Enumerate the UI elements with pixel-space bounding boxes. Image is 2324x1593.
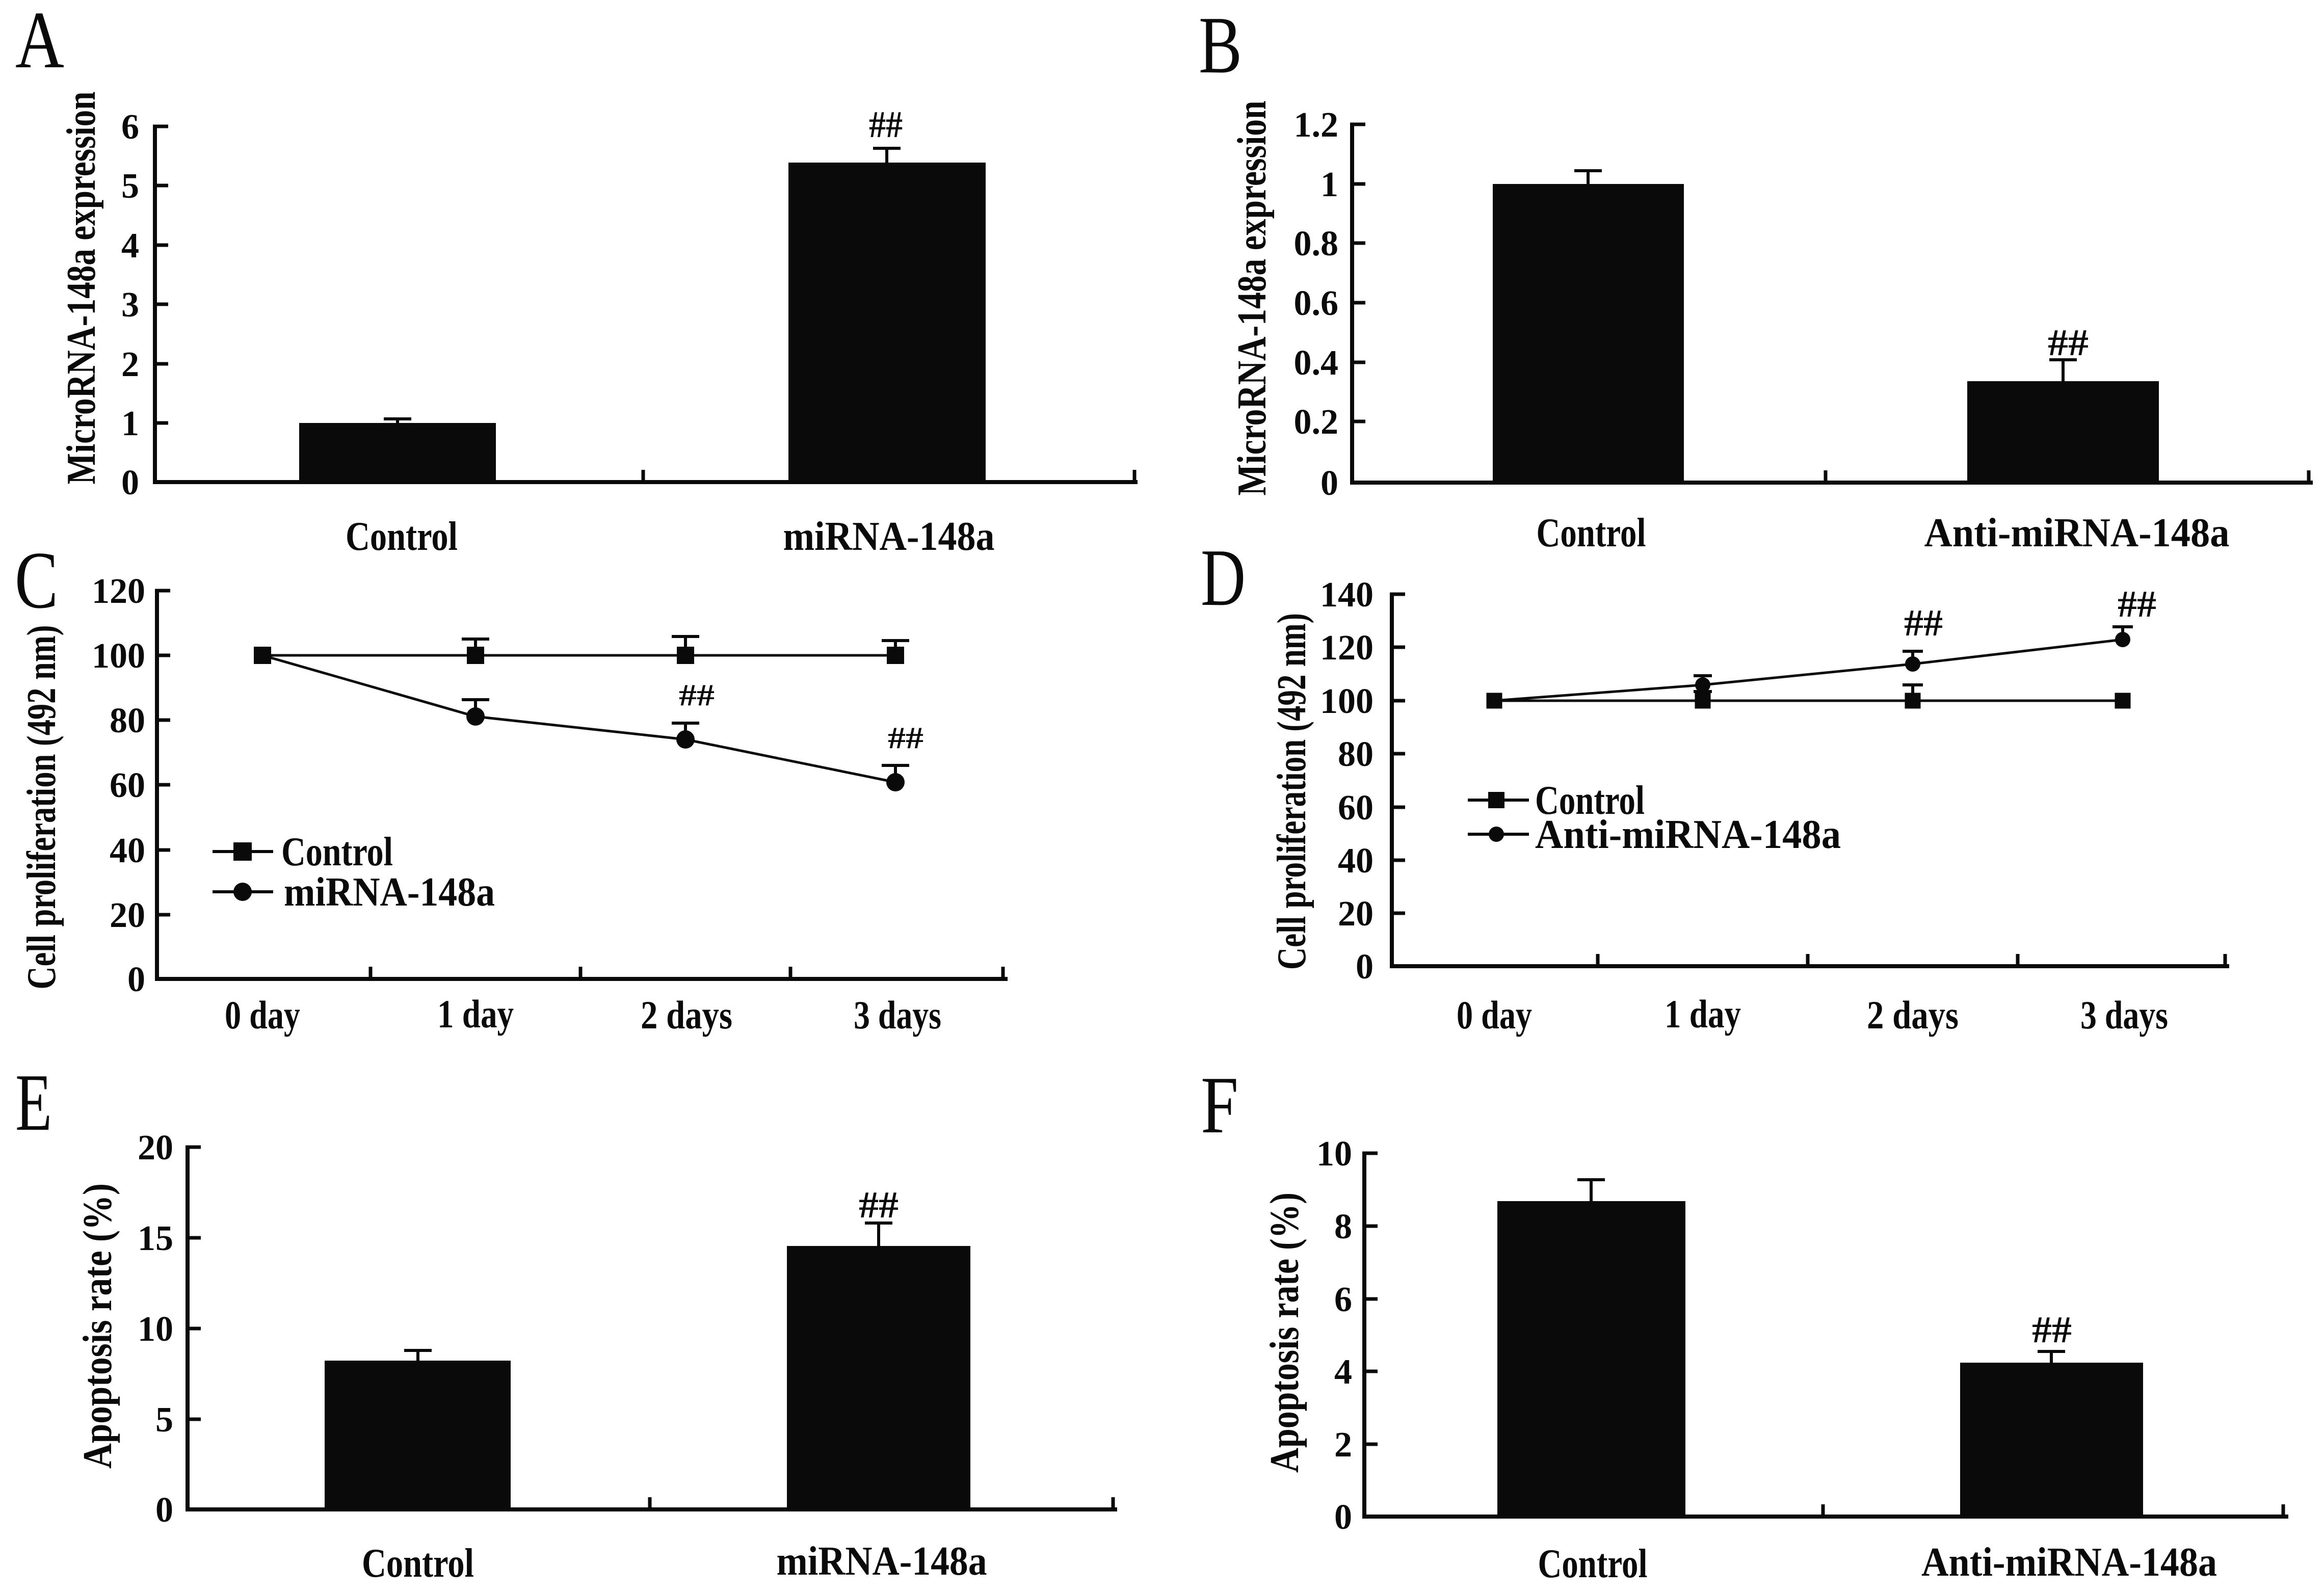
svg-text:80: 80 xyxy=(1338,735,1374,774)
svg-text:0.2: 0.2 xyxy=(1294,403,1339,442)
svg-text:Control: Control xyxy=(346,514,458,559)
svg-text:5: 5 xyxy=(121,167,139,206)
svg-text:Control: Control xyxy=(362,1541,474,1586)
svg-text:0.4: 0.4 xyxy=(1294,343,1339,383)
svg-text:20: 20 xyxy=(138,1128,173,1167)
svg-text:3: 3 xyxy=(121,285,139,325)
svg-text:##: ## xyxy=(2118,583,2156,625)
svg-text:Control: Control xyxy=(1538,1542,1648,1586)
svg-text:15: 15 xyxy=(138,1219,173,1258)
svg-text:MicroRNA-148a expression: MicroRNA-148a expression xyxy=(59,92,104,485)
svg-text:Control: Control xyxy=(281,830,393,874)
svg-text:Anti-miRNA-148a: Anti-miRNA-148a xyxy=(1924,511,2230,555)
svg-text:##: ## xyxy=(2048,322,2089,364)
svg-text:0.6: 0.6 xyxy=(1294,284,1339,323)
svg-text:B: B xyxy=(1199,0,1242,90)
svg-text:F: F xyxy=(1201,1059,1238,1150)
svg-text:##: ## xyxy=(869,104,903,146)
svg-text:Anti-miRNA-148a: Anti-miRNA-148a xyxy=(1535,812,1841,857)
svg-text:100: 100 xyxy=(1320,682,1374,721)
svg-text:Control: Control xyxy=(1537,511,1646,555)
svg-text:2: 2 xyxy=(1334,1425,1352,1465)
svg-text:A: A xyxy=(15,0,64,85)
svg-text:140: 140 xyxy=(1320,575,1374,615)
svg-text:##: ## xyxy=(859,1184,899,1226)
svg-text:20: 20 xyxy=(1338,894,1374,934)
svg-text:10: 10 xyxy=(138,1310,173,1349)
svg-text:##: ## xyxy=(679,678,715,712)
svg-text:6: 6 xyxy=(121,108,139,147)
svg-text:60: 60 xyxy=(110,766,145,805)
svg-text:2 days: 2 days xyxy=(641,993,732,1037)
svg-text:40: 40 xyxy=(1338,841,1374,881)
svg-text:6: 6 xyxy=(1334,1280,1352,1319)
svg-text:miRNA-148a: miRNA-148a xyxy=(777,1539,987,1584)
svg-text:60: 60 xyxy=(1338,788,1374,828)
svg-text:100: 100 xyxy=(92,636,145,676)
svg-text:1 day: 1 day xyxy=(1665,992,1741,1036)
svg-text:MicroRNA-148a expression: MicroRNA-148a expression xyxy=(1230,101,1275,496)
svg-text:Apoptosis rate (%): Apoptosis rate (%) xyxy=(75,1183,120,1469)
svg-text:120: 120 xyxy=(92,572,145,611)
svg-text:4: 4 xyxy=(121,226,139,266)
svg-text:0: 0 xyxy=(155,1491,173,1530)
svg-text:0.8: 0.8 xyxy=(1294,224,1339,263)
svg-text:1: 1 xyxy=(121,404,139,443)
svg-text:##: ## xyxy=(1904,602,1943,644)
svg-text:miRNA-148a: miRNA-148a xyxy=(783,514,995,559)
svg-text:C: C xyxy=(15,535,58,625)
svg-text:Cell proliferation (492 nm): Cell proliferation (492 nm) xyxy=(19,625,64,990)
svg-text:8: 8 xyxy=(1334,1207,1352,1246)
svg-text:Anti-miRNA-148a: Anti-miRNA-148a xyxy=(1921,1540,2217,1585)
svg-text:120: 120 xyxy=(1320,628,1374,668)
svg-text:4: 4 xyxy=(1334,1352,1352,1392)
svg-text:0: 0 xyxy=(1321,464,1338,503)
svg-text:0: 0 xyxy=(121,463,139,502)
svg-text:0: 0 xyxy=(127,960,145,999)
svg-text:3 days: 3 days xyxy=(2080,993,2168,1037)
svg-text:20: 20 xyxy=(110,896,145,935)
svg-text:0: 0 xyxy=(1356,947,1374,987)
svg-text:40: 40 xyxy=(110,831,145,870)
svg-text:3 days: 3 days xyxy=(854,993,941,1037)
svg-text:Cell proliferation (492 nm): Cell proliferation (492 nm) xyxy=(1270,613,1314,970)
svg-text:1.2: 1.2 xyxy=(1294,105,1339,145)
svg-text:1 day: 1 day xyxy=(437,992,514,1036)
svg-text:miRNA-148a: miRNA-148a xyxy=(284,870,495,915)
svg-text:10: 10 xyxy=(1316,1134,1352,1174)
svg-text:2 days: 2 days xyxy=(1867,993,1959,1037)
svg-text:0: 0 xyxy=(1334,1498,1352,1537)
svg-text:0 day: 0 day xyxy=(1457,993,1532,1037)
svg-text:D: D xyxy=(1201,532,1246,623)
svg-text:E: E xyxy=(15,1057,52,1148)
svg-text:Control: Control xyxy=(1535,778,1645,823)
svg-text:80: 80 xyxy=(110,701,145,740)
svg-text:Apoptosis rate (%): Apoptosis rate (%) xyxy=(1262,1192,1307,1473)
svg-text:5: 5 xyxy=(155,1400,173,1440)
svg-text:2: 2 xyxy=(121,345,139,384)
svg-text:0 day: 0 day xyxy=(225,993,300,1037)
svg-text:##: ## xyxy=(2032,1309,2072,1351)
svg-text:1: 1 xyxy=(1321,165,1338,204)
svg-text:##: ## xyxy=(888,721,923,755)
